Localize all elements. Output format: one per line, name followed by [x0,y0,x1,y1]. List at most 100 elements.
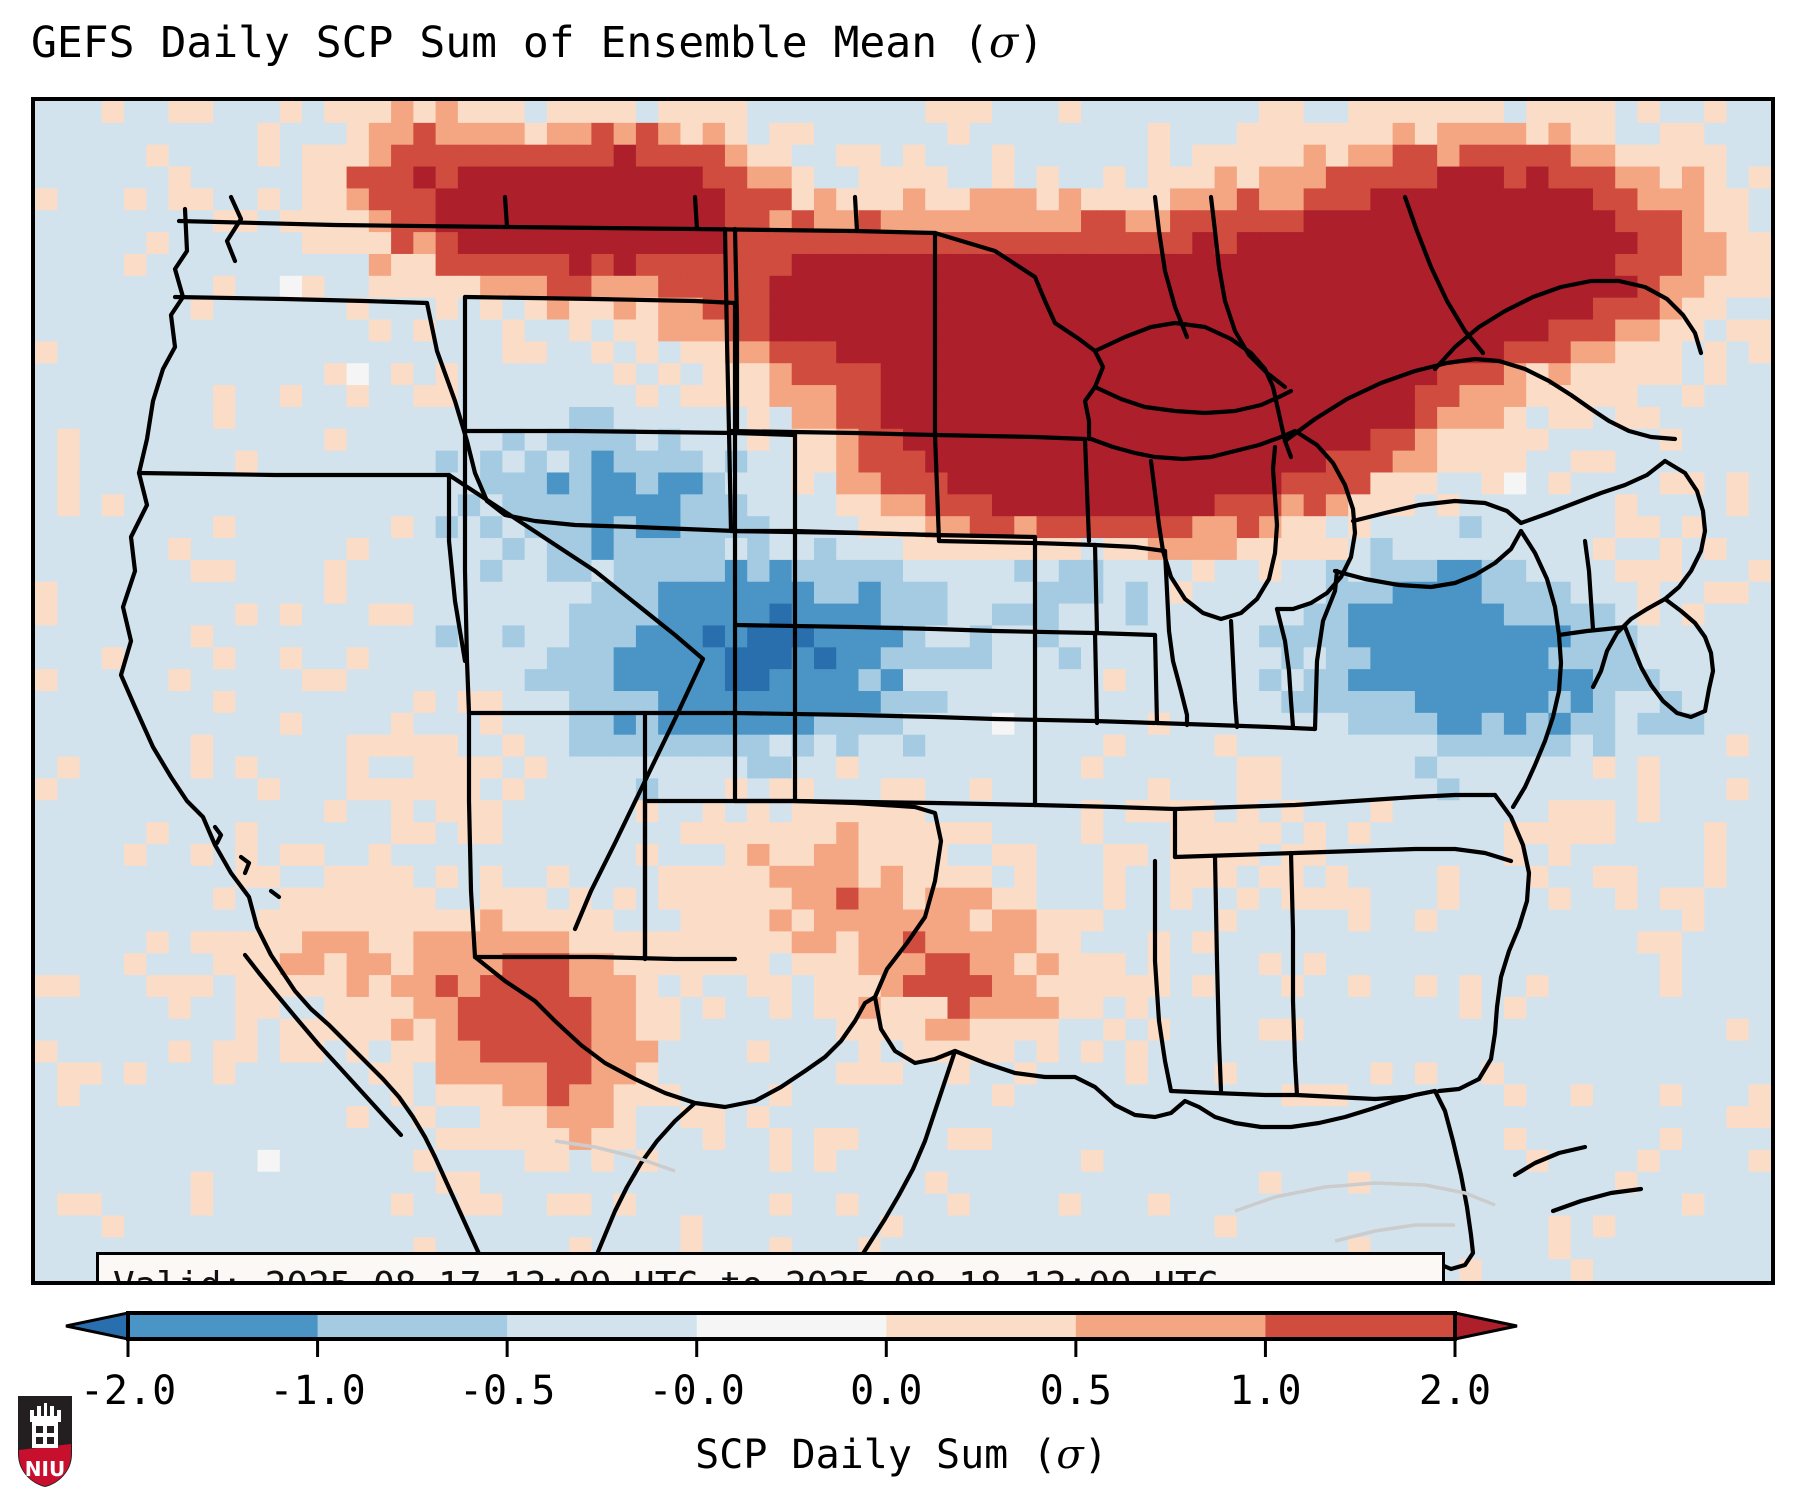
heatmap-cell [57,188,81,211]
heatmap-cell [1147,406,1171,430]
heatmap-cell [457,516,481,539]
heatmap-cell [101,341,125,364]
heatmap-cell [1592,188,1616,211]
heatmap-cell [1570,253,1594,277]
heatmap-cell [146,275,170,299]
heatmap-cell [480,603,503,627]
heatmap-cell [1548,822,1572,845]
colorbar[interactable] [0,1305,1803,1365]
heatmap-cell [502,669,526,692]
heatmap-cell [302,647,325,670]
heatmap-cell [836,756,860,780]
heatmap-cell [1325,144,1349,168]
heatmap-cell [101,538,125,561]
heatmap-cell [947,472,971,495]
heatmap-cell [257,516,281,539]
heatmap-cell [680,1040,704,1064]
heatmap-cell [413,232,437,255]
heatmap-cell [1036,1215,1060,1238]
heatmap-cell [1348,909,1371,932]
heatmap-cell [1103,669,1127,692]
heatmap-cell [57,428,81,452]
heatmap-cell [836,691,860,714]
heatmap-cell [413,1215,437,1238]
heatmap-cell [235,669,259,692]
heatmap-cell [480,1128,503,1151]
heatmap-cell [124,734,147,758]
heatmap-cell [302,1062,325,1085]
heatmap-cell [992,494,1015,517]
heatmap-cell [903,144,926,168]
heatmap-cell [124,428,147,452]
heatmap-cell [1325,843,1349,867]
heatmap-cell [302,1215,325,1238]
heatmap-cell [279,581,303,605]
heatmap-cell [124,669,147,692]
heatmap-cell [257,625,281,648]
heatmap-cell [680,472,704,495]
heatmap-cell [702,843,726,867]
heatmap-cell [524,188,548,211]
heatmap-cell [925,734,949,758]
heatmap-cell [747,341,771,364]
heatmap-cell [1192,953,1216,976]
heatmap-cell [858,253,882,277]
heatmap-cell [524,1040,548,1064]
map-panel[interactable]: Valid: 2025-08-17 12:00 UTC to 2025-08-1… [31,97,1775,1285]
heatmap-cell [546,559,570,583]
heatmap-cell [124,865,147,889]
heatmap-cell [1370,691,1394,714]
heatmap-cell [190,472,214,495]
heatmap-cell [1348,1040,1371,1064]
heatmap-cell [124,822,147,845]
heatmap-cell [1348,603,1371,627]
heatmap-cell [324,101,348,124]
heatmap-cell [1370,122,1394,146]
heatmap-cell [1125,1128,1149,1151]
heatmap-cell [79,1062,103,1085]
heatmap-cell [658,778,682,801]
heatmap-cell [658,822,682,845]
heatmap-cell [391,559,414,583]
heatmap-cell [658,975,682,998]
heatmap-cell [1570,669,1594,692]
heatmap-cell [235,1018,259,1042]
heatmap-cell [435,669,459,692]
heatmap-cell [880,122,904,146]
heatmap-cell [925,953,949,976]
heatmap-cell [635,428,659,452]
heatmap-cell [747,581,771,605]
heatmap-cell [1659,559,1683,583]
heatmap-cell [35,210,58,233]
heatmap-cell [1058,166,1082,190]
heatmap-cell [1036,778,1060,801]
heatmap-cell [457,494,481,517]
heatmap-cell [213,428,236,452]
heatmap-cell [613,909,637,932]
heatmap-cell [569,144,593,168]
heatmap-cell [1014,1018,1038,1042]
heatmap-cell [1125,800,1149,823]
heatmap-cell [880,887,904,911]
heatmap-cell [1503,1040,1527,1064]
heatmap-cell [1592,953,1616,976]
heatmap-cell [124,166,147,190]
heatmap-cell [101,188,125,211]
heatmap-cell [1726,953,1750,976]
heatmap-cell [413,865,437,889]
heatmap-cell [969,756,993,780]
heatmap-cell [480,996,503,1020]
heatmap-cell [368,734,392,758]
heatmap-cell [1503,625,1527,648]
heatmap-cell [1615,363,1639,386]
heatmap-cell [1414,516,1438,539]
heatmap-cell [1058,625,1082,648]
heatmap-cell [1014,406,1038,430]
heatmap-cell [724,210,748,233]
heatmap-cell [124,406,147,430]
heatmap-cell [1570,1018,1594,1042]
heatmap-cell [1058,975,1082,998]
heatmap-cell [724,800,748,823]
heatmap-cell [1192,166,1216,190]
heatmap-cell [391,669,414,692]
